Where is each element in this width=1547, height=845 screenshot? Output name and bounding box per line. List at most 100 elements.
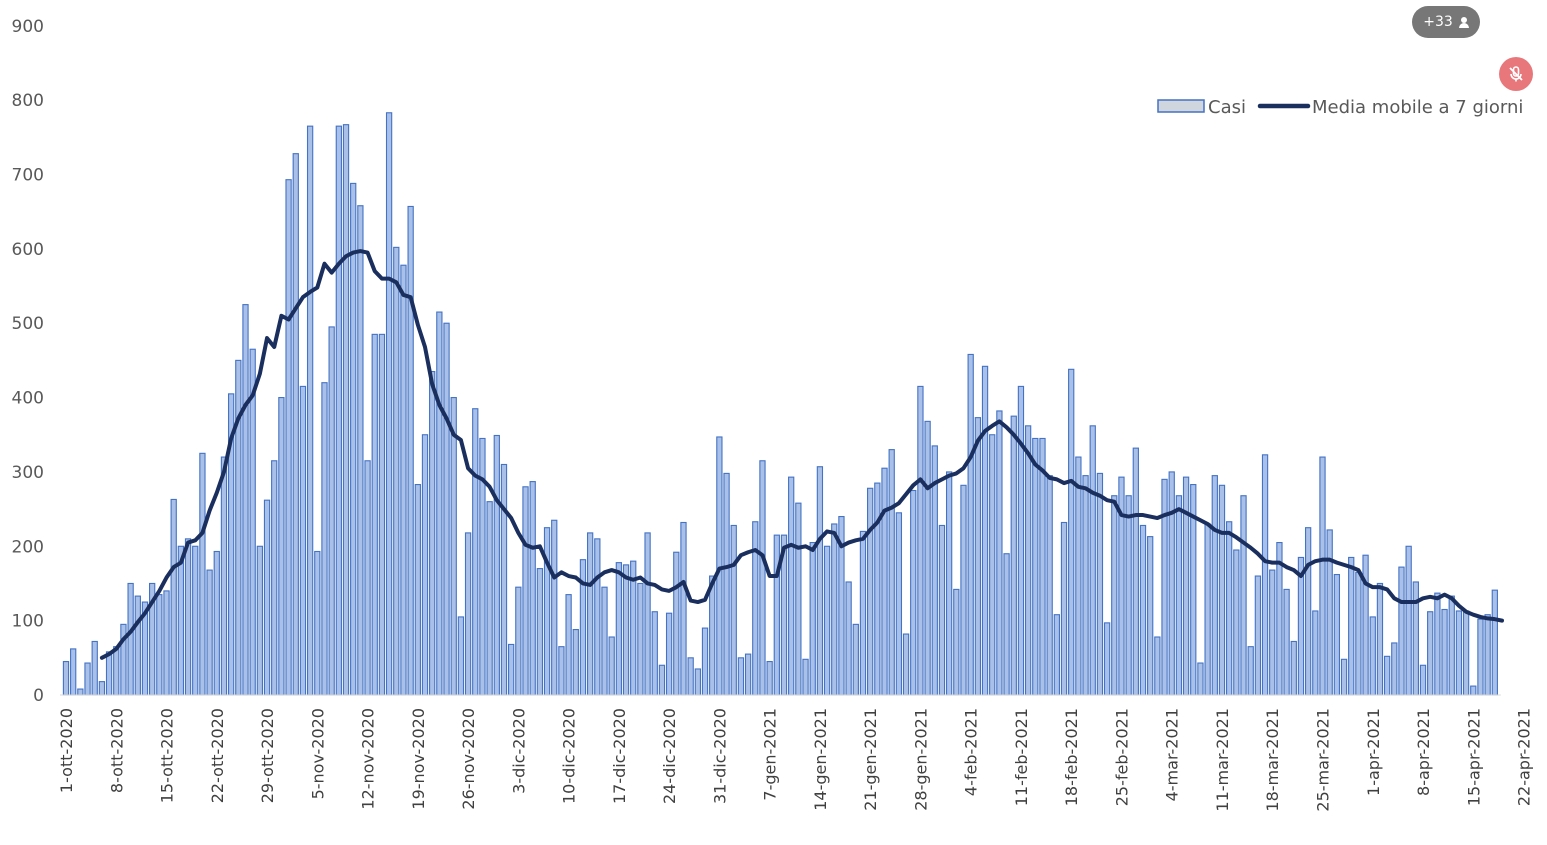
bar-casi	[1290, 640, 1297, 696]
bar-casi	[522, 486, 529, 696]
bar-casi	[1139, 524, 1147, 696]
x-tick-label: 15-apr-2021	[1464, 708, 1483, 806]
x-tick-label: 19-nov-2020	[409, 708, 428, 810]
bar-casi	[960, 484, 967, 696]
bar-casi	[1211, 475, 1218, 696]
person-icon	[1458, 16, 1469, 28]
bar-casi	[98, 681, 106, 696]
x-tick-label: 29-ott-2020	[258, 708, 277, 803]
bar-casi	[1017, 385, 1025, 696]
x-tick-label: 25-mar-2021	[1314, 708, 1333, 812]
bar-casi	[529, 481, 536, 696]
x-tick-label: 26-nov-2020	[459, 708, 478, 810]
bar-casi	[1032, 437, 1039, 696]
bar-casi	[867, 487, 874, 696]
bar-casi	[938, 524, 946, 696]
bar-casi	[716, 436, 723, 696]
bar-casi	[651, 611, 658, 696]
bar-casi	[744, 653, 752, 696]
legend-swatch-casi	[1157, 99, 1205, 113]
bar-casi	[1448, 595, 1455, 696]
participants-count: +33	[1423, 14, 1453, 30]
bar-casi	[594, 538, 601, 696]
bar-casi	[213, 550, 220, 696]
bar-casi	[1089, 425, 1096, 696]
bar-casi	[766, 660, 773, 696]
bar-casi	[278, 397, 285, 696]
mic-off-button[interactable]	[1499, 57, 1533, 91]
bar-casi	[1283, 588, 1290, 696]
bar-casi	[1125, 495, 1132, 696]
bar-casi	[852, 623, 859, 696]
bar-casi	[1024, 425, 1032, 696]
bar-casi	[184, 538, 192, 696]
x-tick-label: 28-gen-2021	[911, 708, 930, 811]
bar-casi	[859, 530, 867, 696]
participants-button[interactable]: +33	[1412, 6, 1480, 38]
bar-casi	[1075, 456, 1082, 696]
bar-casi	[127, 582, 134, 696]
y-tick-label: 700	[12, 165, 44, 185]
bar-casi	[1147, 536, 1154, 696]
bar-casi	[622, 564, 630, 696]
bar-casi	[694, 668, 701, 696]
bar-casi	[1427, 611, 1434, 696]
y-tick-label: 800	[12, 91, 44, 111]
bar-casi	[1455, 610, 1463, 696]
bar-casi	[637, 582, 644, 696]
bar-casi	[752, 521, 759, 696]
bar-casi	[1297, 556, 1305, 696]
bar-casi	[299, 385, 307, 696]
bar-casi	[1326, 529, 1333, 696]
bar-casi	[1254, 575, 1262, 696]
line-media-mobile	[99, 249, 1504, 660]
x-tick-label: 31-dic-2020	[710, 708, 729, 804]
bar-casi	[1441, 608, 1448, 696]
y-axis: 0 100 200 300 400 500 600 700 800 900	[12, 17, 44, 706]
bar-casi	[220, 456, 228, 696]
bar-casi	[177, 545, 185, 696]
bar-casi	[292, 153, 299, 696]
bar-casi	[1491, 589, 1498, 696]
bar-casi	[1103, 622, 1111, 696]
x-tick-label: 18-mar-2021	[1263, 708, 1282, 812]
bar-casi	[508, 643, 515, 696]
bar-casi	[910, 489, 917, 696]
bar-casi	[321, 382, 328, 696]
bar-casi	[443, 322, 450, 696]
bar-casi	[1261, 454, 1269, 696]
bar-casi	[77, 688, 84, 696]
bar-casi	[551, 519, 558, 696]
y-tick-label: 200	[12, 537, 44, 557]
bar-casi	[902, 633, 910, 696]
bar-casi	[285, 179, 292, 696]
bar-casi	[888, 449, 895, 696]
bar-casi	[1168, 471, 1175, 696]
bar-casi	[500, 463, 508, 696]
bar-casi	[917, 385, 924, 696]
bar-casi	[271, 460, 278, 696]
bar-casi	[1060, 521, 1068, 696]
x-tick-label: 4-mar-2021	[1163, 708, 1182, 801]
bar-casi	[105, 651, 113, 696]
x-tick-label: 14-gen-2021	[811, 708, 830, 811]
x-tick-label: 8-ott-2020	[107, 708, 126, 793]
bar-casi	[565, 594, 572, 696]
bar-casi	[608, 636, 615, 696]
bar-casi	[1082, 475, 1089, 696]
bar-casi	[802, 658, 809, 696]
legend-label-casi: Casi	[1208, 97, 1246, 118]
bar-casi	[615, 562, 623, 696]
bar-casi	[400, 264, 407, 696]
bar-casi	[737, 657, 745, 696]
bar-casi	[924, 420, 931, 696]
bar-casi	[680, 521, 687, 696]
bar-casi	[414, 484, 421, 696]
bar-casi	[1405, 545, 1412, 696]
x-tick-label: 12-nov-2020	[359, 708, 378, 810]
bar-casi	[364, 460, 371, 696]
bar-casi	[1039, 437, 1046, 696]
bar-casi	[1477, 618, 1484, 696]
bar-casi	[1470, 685, 1477, 696]
